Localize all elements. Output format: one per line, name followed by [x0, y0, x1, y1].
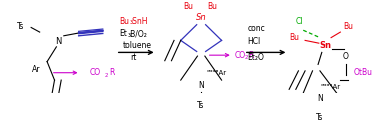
Text: O: O — [343, 52, 349, 61]
Text: Cl: Cl — [296, 17, 303, 26]
Text: CO: CO — [90, 68, 101, 77]
Text: Ts: Ts — [17, 22, 25, 31]
Text: ₃B/O₂: ₃B/O₂ — [128, 29, 147, 38]
Text: Ts: Ts — [316, 113, 323, 123]
Text: conc: conc — [248, 24, 265, 33]
Text: N: N — [55, 37, 61, 46]
Text: 2: 2 — [245, 55, 248, 60]
Text: """"Ar: """"Ar — [320, 84, 340, 91]
Text: CO: CO — [234, 51, 246, 60]
Text: ₃SnH: ₃SnH — [130, 17, 149, 26]
Text: R: R — [109, 68, 115, 77]
Text: Bu: Bu — [343, 22, 354, 31]
Text: Sn: Sn — [196, 13, 207, 22]
Text: Et₂O: Et₂O — [248, 53, 264, 62]
Text: 2: 2 — [105, 73, 108, 78]
Text: Ar: Ar — [32, 65, 40, 74]
Text: rt: rt — [130, 53, 137, 62]
Text: Sn: Sn — [320, 41, 331, 49]
Text: R: R — [249, 51, 254, 60]
Text: Et: Et — [120, 29, 127, 38]
Text: Ts: Ts — [198, 101, 205, 109]
Text: HCl: HCl — [248, 37, 261, 46]
Text: N: N — [317, 94, 323, 103]
Text: """"Ar: """"Ar — [207, 70, 227, 76]
Text: Bu: Bu — [289, 33, 299, 42]
Text: N: N — [198, 81, 204, 90]
Text: Bu: Bu — [183, 2, 193, 11]
Text: OtBu: OtBu — [353, 68, 372, 77]
Text: toluene: toluene — [123, 41, 152, 49]
Text: Bu: Bu — [207, 2, 217, 11]
Text: Bu: Bu — [120, 17, 129, 26]
